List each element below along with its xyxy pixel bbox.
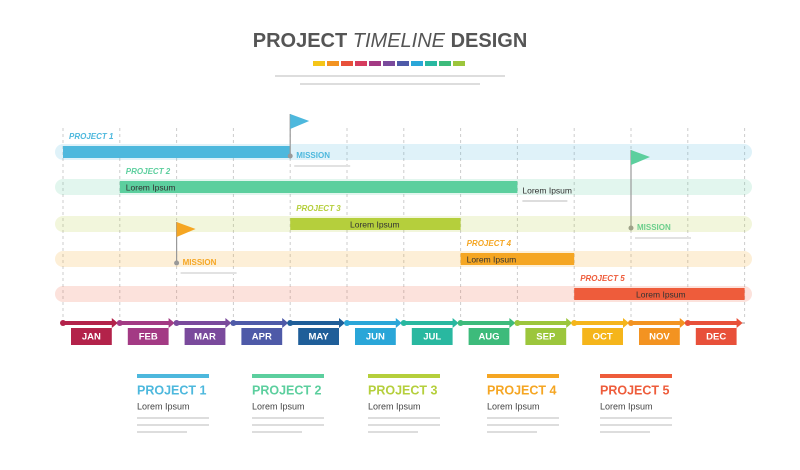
flag-base (174, 260, 180, 266)
month-arrow (574, 318, 629, 328)
mission-label: MISSION (183, 258, 217, 267)
flag (631, 150, 650, 165)
project-label: PROJECT 1 (69, 132, 114, 141)
swatch (313, 61, 325, 66)
project-label: PROJECT 4 (467, 239, 512, 248)
month-label: SEP (536, 332, 556, 343)
month-tag (639, 328, 680, 345)
month-label: MAY (308, 332, 329, 343)
legend-title: PROJECT 4 (487, 383, 557, 397)
month-label: MAR (194, 332, 216, 343)
bar-text: Lorem Ipsum (126, 182, 176, 192)
title: PROJECT TIMELINE DESIGN (253, 30, 528, 52)
month-label: FEB (139, 332, 158, 343)
swatch (383, 61, 395, 66)
swatch (453, 61, 465, 66)
month-arrow (460, 318, 516, 328)
month-label: OCT (593, 332, 613, 343)
legend-bar (368, 374, 440, 378)
swatch (369, 61, 381, 66)
legend-bar (487, 374, 559, 378)
note-text: Lorem Ipsum (522, 185, 572, 195)
month-tag (298, 328, 339, 345)
flag-base (287, 153, 293, 159)
project-bar (63, 146, 291, 158)
month-label: JAN (82, 332, 101, 343)
swatch (397, 61, 409, 66)
legend-text: Lorem Ipsum (368, 401, 421, 411)
month-label: DEC (706, 332, 726, 343)
project-label: PROJECT 5 (580, 274, 625, 283)
swatch (411, 61, 423, 66)
bar-text: Lorem Ipsum (350, 219, 400, 229)
month-arrow (631, 318, 686, 328)
title-part: TIMELINE (353, 30, 446, 52)
month-arrow (687, 318, 743, 328)
month-arrow (517, 318, 573, 328)
month-arrow (176, 318, 232, 328)
legend-bar (252, 374, 324, 378)
legend-text: Lorem Ipsum (600, 401, 653, 411)
swatch (439, 61, 451, 66)
month-arrow (63, 318, 118, 328)
month-tag (71, 328, 112, 345)
project-label: PROJECT 2 (126, 167, 171, 176)
month-label: AUG (478, 332, 499, 343)
month-tag (127, 328, 169, 345)
mission-label: MISSION (637, 223, 671, 232)
legend-bar (137, 374, 209, 378)
mission-label: MISSION (296, 151, 330, 160)
bar-text: Lorem Ipsum (636, 289, 686, 299)
title-part: DESIGN (451, 30, 528, 52)
color-strip (313, 61, 465, 66)
legend-title: PROJECT 5 (600, 383, 670, 397)
month-arrow (233, 318, 289, 328)
month-arrow (290, 318, 345, 328)
month-arrow (119, 318, 175, 328)
month-tag (411, 328, 453, 345)
legend-title: PROJECT 2 (252, 383, 322, 397)
swatch (425, 61, 437, 66)
title-part: PROJECT (253, 30, 347, 52)
project-label: PROJECT 3 (296, 204, 341, 213)
month-tag (582, 328, 623, 345)
month-tag (184, 328, 226, 345)
legend-title: PROJECT 3 (368, 383, 438, 397)
month-tag (525, 328, 567, 345)
month-arrow (403, 318, 459, 328)
swatch (341, 61, 353, 66)
swatch (355, 61, 367, 66)
month-tag (695, 328, 737, 345)
month-label: NOV (649, 332, 670, 343)
project-bar (290, 218, 461, 230)
legend-title: PROJECT 1 (137, 383, 207, 397)
month-tag (355, 328, 396, 345)
bar-text: Lorem Ipsum (467, 254, 517, 264)
flag (290, 114, 310, 129)
flag-base (628, 225, 634, 231)
legend-text: Lorem Ipsum (252, 401, 305, 411)
project-bar (119, 181, 518, 193)
legend-text: Lorem Ipsum (487, 401, 540, 411)
month-arrow (347, 318, 402, 328)
project-bar (460, 253, 575, 265)
month-label: JUN (366, 332, 385, 343)
flag (176, 222, 196, 237)
month-tag (241, 328, 283, 345)
month-label: JUL (423, 332, 441, 343)
month-tag (468, 328, 510, 345)
legend-text: Lorem Ipsum (137, 401, 190, 411)
month-label: APR (252, 332, 272, 343)
project-bar (574, 288, 745, 300)
row-track (55, 251, 752, 267)
swatch (327, 61, 339, 66)
legend-bar (600, 374, 672, 378)
